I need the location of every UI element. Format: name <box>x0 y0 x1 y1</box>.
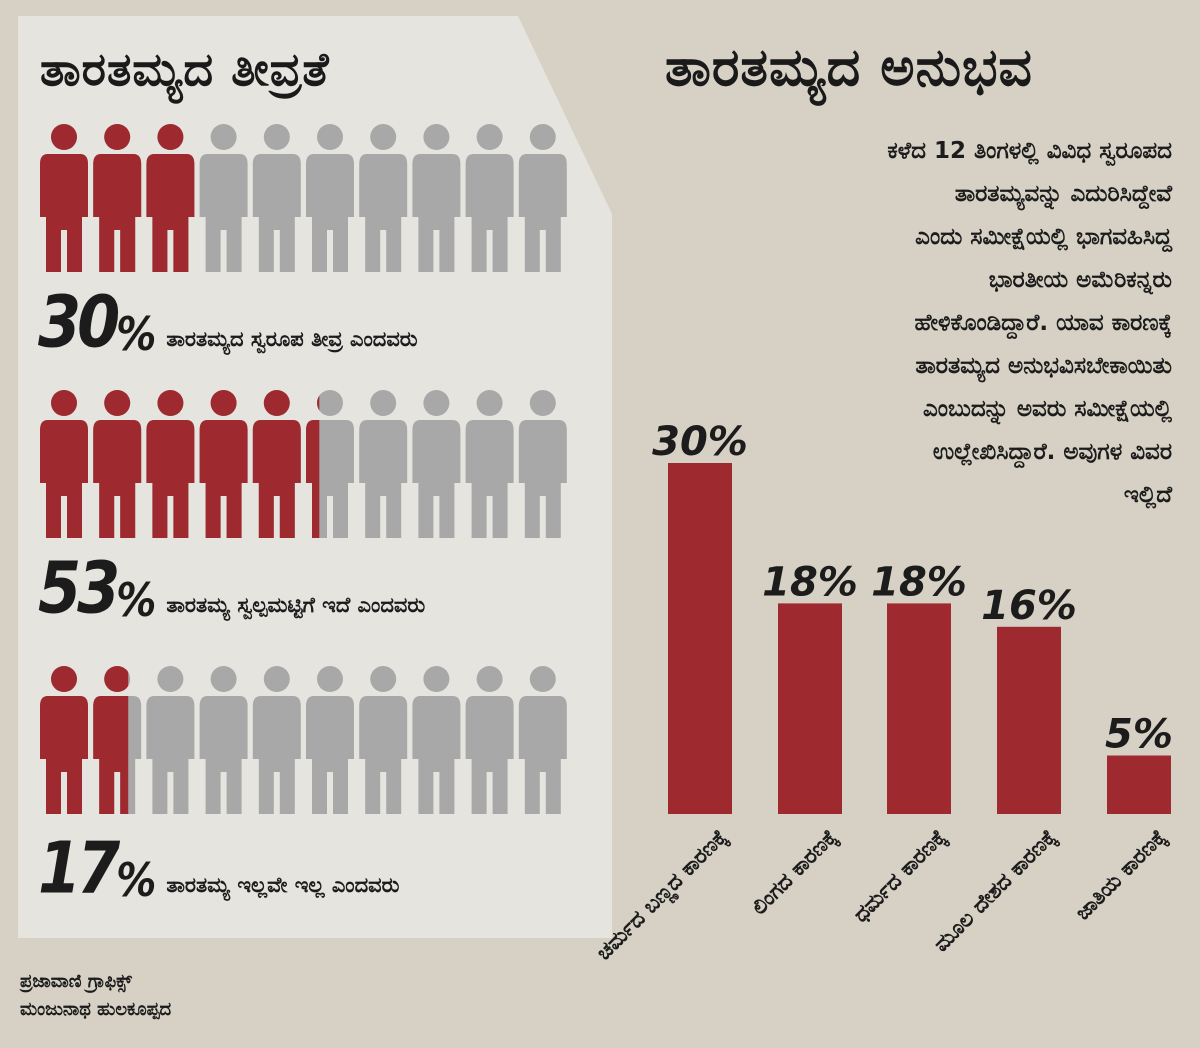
bar-value-label: 16% <box>981 583 1077 629</box>
bar <box>1107 755 1171 814</box>
credit-line: ಮಂಜುನಾಥ ಹುಲಕೂಪ್ಪದ <box>20 999 172 1020</box>
percent-sign: % <box>116 308 157 362</box>
intro-line: ಉಲ್ಲೇಖಿಸಿದ್ದಾರೆ. ಅವುಗಳ ವಿವರ <box>932 439 1172 465</box>
left-panel-title: ತಾರತಮ್ಯದ ತೀವ್ರತೆ <box>40 42 330 96</box>
credit: ಪ್ರಜಾವಾಣಿ ಗ್ರಾಫಿಕ್ಸ್ ಮಂಜುನಾಥ ಹುಲಕೂಪ್ಪದ <box>20 968 171 1024</box>
bar-value-label: 5% <box>1105 712 1173 758</box>
bar-value-label: 18% <box>762 559 858 605</box>
bar <box>668 463 732 814</box>
percent-sign: % <box>116 574 157 628</box>
right-panel-title: ತಾರತಮ್ಯದ ಅನುಭವ <box>665 38 1033 98</box>
intro-line: ಎಂಬುದನ್ನು ಅವರು ಸಮೀಕ್ಷೆಯಲ್ಲಿ <box>922 396 1172 422</box>
credit-line: ಪ್ರಜಾವಾಣಿ ಗ್ರಾಫಿಕ್ಸ್ <box>20 971 132 992</box>
intro-line: ತಾರತಮ್ಯದ ಅನುಭವಿಸಬೇಕಾಯಿತು <box>915 353 1172 379</box>
percent-value: 30 <box>38 279 120 364</box>
bar-value-label: 30% <box>652 419 748 465</box>
category-label: ಚರ್ಮದ ಬಣ್ಣದ ಕಾರಣಕ್ಕೆ <box>591 825 733 967</box>
percent-row-somewhat: 53 % ತಾರತಮ್ಯ ಸ್ವಲ್ಪಮಟ್ಟಿಗೆ ಇದೆ ಎಂದವರು <box>38 552 426 628</box>
intro-line: ಹೇಳಿಕೊಂಡಿದ್ದಾರೆ. ಯಾವ ಕಾರಣಕ್ಕೆ <box>914 310 1172 336</box>
percent-value: 17 <box>38 825 120 910</box>
percent-label: ತಾರತಮ್ಯದ ಸ್ವರೂಪ ತೀವ್ರ ಎಂದವರು <box>166 327 418 351</box>
intro-line: ಇಲ್ಲಿದೆ <box>1123 482 1172 508</box>
category-label: ಲಿಂಗದ ಕಾರಣಕ್ಕೆ <box>747 825 844 922</box>
bar-value-label: 18% <box>871 559 967 605</box>
category-label: ಮೂಲ ದೇಶದ ಕಾರಣಕ್ಕೆ <box>929 825 1062 958</box>
category-label: ಧರ್ಮದ ಕಾರಣಕ್ಕೆ <box>848 825 952 929</box>
bar <box>887 603 951 814</box>
intro-line: ತಾರತಮ್ಯವನ್ನು ಎದುರಿಸಿದ್ದೇವೆ <box>954 181 1172 207</box>
percent-sign: % <box>116 854 157 908</box>
percent-label: ತಾರತಮ್ಯ ಇಲ್ಲವೇ ಇಲ್ಲ ಎಂದವರು <box>166 873 400 897</box>
intro-line: ಭಾರತೀಯ ಅಮೆರಿಕನ್ನರು <box>988 267 1172 293</box>
intro-line: ಕಳೆದ 12 ತಿಂಗಳಲ್ಲಿ ವಿವಿಧ ಸ್ವರೂಪದ <box>887 138 1172 164</box>
bar <box>778 603 842 814</box>
intro-line: ಎಂದು ಸಮೀಕ್ಷೆಯಲ್ಲಿ ಭಾಗವಹಿಸಿದ್ದ <box>915 224 1172 250</box>
percent-row-severe: 30 % ತಾರತಮ್ಯದ ಸ್ವರೂಪ ತೀವ್ರ ಎಂದವರು <box>38 286 418 362</box>
percent-value: 53 <box>38 545 120 630</box>
category-label: ಜಾತಿಯ ಕಾರಣಕ್ಕೆ <box>1070 825 1172 927</box>
intro-paragraph: ಕಳೆದ 12 ತಿಂಗಳಲ್ಲಿ ವಿವಿಧ ಸ್ವರೂಪದ ತಾರತಮ್ಯವ… <box>702 130 1172 517</box>
percent-row-none: 17 % ತಾರತಮ್ಯ ಇಲ್ಲವೇ ಇಲ್ಲ ಎಂದವರು <box>38 832 400 908</box>
percent-label: ತಾರತಮ್ಯ ಸ್ವಲ್ಪಮಟ್ಟಿಗೆ ಇದೆ ಎಂದವರು <box>166 593 426 617</box>
bar <box>997 626 1061 814</box>
